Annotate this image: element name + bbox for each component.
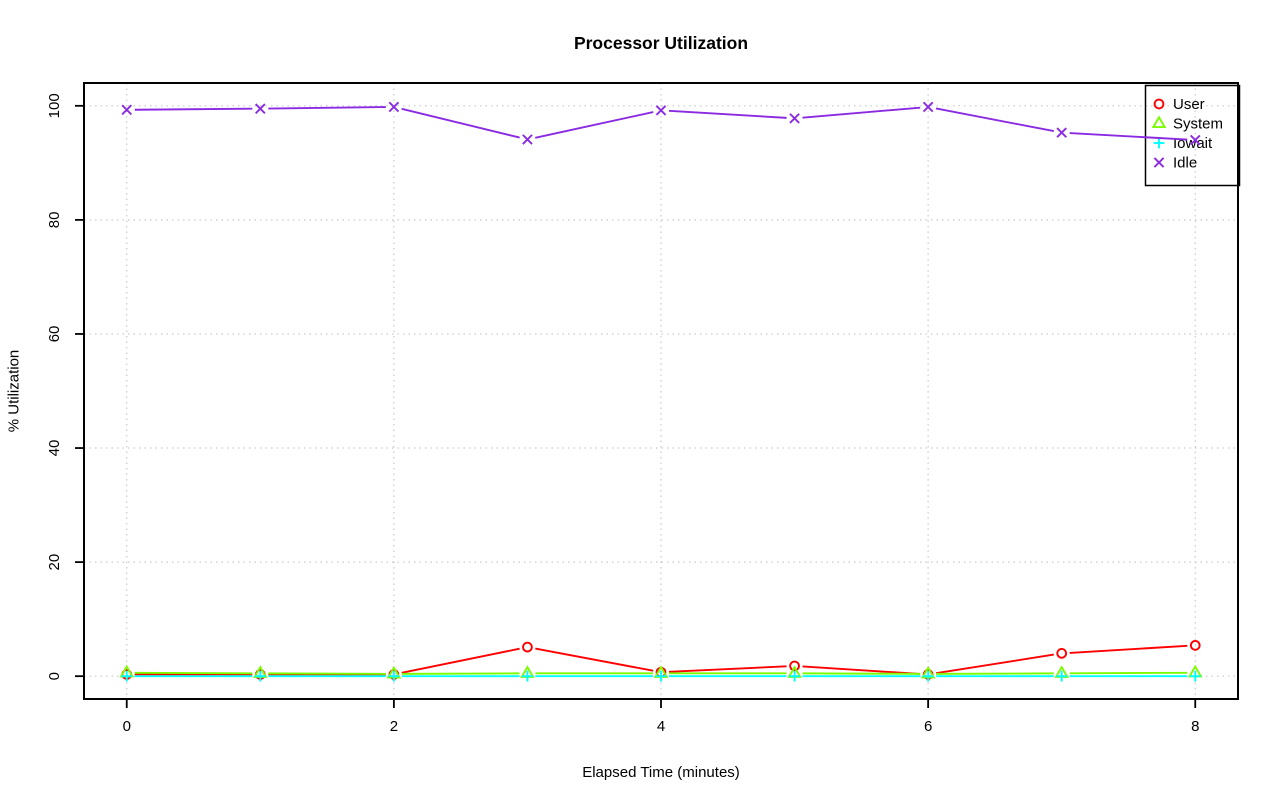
circle-marker-icon xyxy=(1189,640,1201,651)
data-point-user xyxy=(522,641,533,653)
series-segment xyxy=(1069,671,1188,675)
x-marker-icon xyxy=(1189,134,1201,146)
data-point-idle xyxy=(1056,127,1067,138)
series-segment xyxy=(935,107,1055,133)
series-segment xyxy=(802,106,921,119)
legend-box xyxy=(1144,84,1241,187)
x-tick-label: 2 xyxy=(390,718,398,735)
series-segment xyxy=(936,672,1054,675)
series-segment xyxy=(268,106,386,110)
series-segment xyxy=(668,109,787,119)
legend-label-system: System xyxy=(1173,116,1223,133)
x-marker-icon xyxy=(922,101,934,113)
series-segment xyxy=(401,107,520,139)
y-tick-label: 40 xyxy=(46,440,63,457)
legend-label-user: User xyxy=(1173,96,1205,113)
x-tick-label: 8 xyxy=(1191,718,1199,735)
data-point-iowait xyxy=(388,670,400,682)
circle-marker-icon xyxy=(789,660,800,672)
series-segment xyxy=(802,672,921,675)
x-tick-label: 6 xyxy=(924,718,932,735)
y-tick-label: 60 xyxy=(46,326,63,343)
data-point-idle xyxy=(922,101,934,113)
data-point-iowait xyxy=(1056,670,1068,682)
data-point-iowait xyxy=(655,670,667,682)
y-tick-label: 100 xyxy=(46,93,63,118)
series-iowait xyxy=(121,670,1201,682)
data-point-idle xyxy=(1189,134,1201,146)
series-idle xyxy=(121,101,1201,146)
series-system xyxy=(119,664,1203,679)
series-segment xyxy=(268,672,386,675)
data-point-idle xyxy=(121,104,133,116)
circle-marker-icon xyxy=(1153,98,1165,110)
data-point-iowait xyxy=(121,670,133,682)
data-point-iowait xyxy=(522,670,533,682)
x-marker-icon xyxy=(1153,157,1165,168)
legend-marker-idle xyxy=(1153,157,1165,168)
x-marker-icon xyxy=(522,134,533,145)
x-marker-icon xyxy=(255,103,266,114)
series-segment xyxy=(668,665,787,673)
triangle-marker-icon xyxy=(1151,115,1167,129)
series-segment xyxy=(535,647,654,672)
circle-marker-icon xyxy=(1056,648,1068,659)
data-point-user xyxy=(789,660,800,672)
legend-label-idle: Idle xyxy=(1173,155,1197,172)
data-point-iowait xyxy=(922,670,934,682)
data-point-iowait xyxy=(789,670,800,682)
circle-marker-icon xyxy=(522,641,533,653)
x-tick-label: 4 xyxy=(657,718,665,735)
x-axis-label: Elapsed Time (minutes) xyxy=(582,764,740,781)
series-segment xyxy=(802,665,921,675)
x-marker-icon xyxy=(789,113,800,124)
y-tick-label: 0 xyxy=(46,672,63,680)
plot-border xyxy=(83,82,1239,700)
data-point-user xyxy=(1189,640,1201,651)
data-point-idle xyxy=(655,105,667,116)
data-point-user xyxy=(1056,648,1068,659)
series-segment xyxy=(1069,132,1188,141)
x-tick-label: 0 xyxy=(123,718,131,735)
x-marker-icon xyxy=(121,104,133,116)
x-marker-icon xyxy=(388,101,400,113)
data-point-idle xyxy=(522,134,533,145)
series-segment xyxy=(134,107,253,111)
data-point-iowait xyxy=(254,670,266,682)
legend-marker-user xyxy=(1153,98,1165,110)
chart-title: Processor Utilization xyxy=(573,33,749,53)
legend-marker-system xyxy=(1151,115,1167,129)
data-point-iowait xyxy=(1189,670,1201,682)
series-segment xyxy=(535,111,654,139)
series-segment xyxy=(401,672,520,675)
y-tick-label: 20 xyxy=(46,554,63,571)
legend-marker-iowait xyxy=(1153,137,1165,149)
data-point-idle xyxy=(388,101,400,113)
data-point-idle xyxy=(789,113,800,124)
series-segment xyxy=(401,647,520,674)
axis-ticks xyxy=(75,104,1197,708)
y-tick-label: 80 xyxy=(46,212,63,229)
data-point-idle xyxy=(255,103,266,114)
series-segment xyxy=(134,671,253,675)
series-segment xyxy=(935,653,1054,675)
x-marker-icon xyxy=(1056,127,1067,138)
gridlines xyxy=(84,83,1238,699)
series-segment xyxy=(1069,644,1188,654)
x-marker-icon xyxy=(655,105,667,116)
